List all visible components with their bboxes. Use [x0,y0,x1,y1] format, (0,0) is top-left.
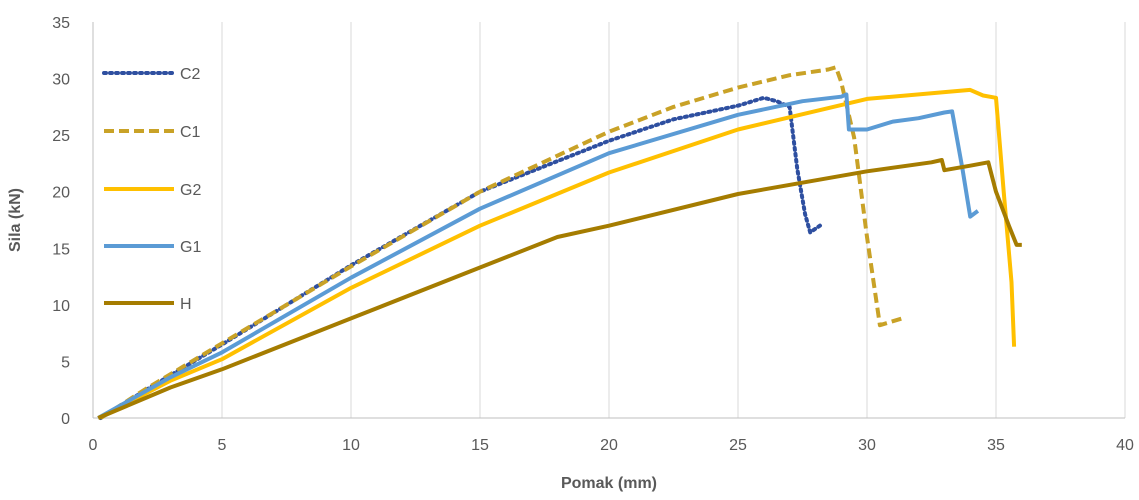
series-line-c2 [98,95,826,420]
y-tick-label: 35 [52,15,70,32]
series-line-c1 [99,65,907,420]
gridlines [221,22,1126,418]
x-tick-label: 30 [858,437,876,454]
legend-label-h: H [180,296,192,313]
series-line-g1 [97,92,980,420]
y-tick-label: 30 [52,72,70,89]
x-tick-label: 35 [987,437,1005,454]
y-tick-label: 0 [61,411,70,428]
legend-label-c1: C1 [180,124,201,141]
x-tick-label: 0 [89,437,98,454]
y-tick-labels: 0 5 10 15 20 25 30 35 [52,15,70,428]
series-lines [97,65,1022,420]
axes [92,22,1125,419]
x-tick-label: 20 [600,437,618,454]
x-tick-label: 25 [729,437,747,454]
y-tick-label: 20 [52,185,70,202]
x-tick-label: 10 [342,437,360,454]
legend-label-g2: G2 [180,182,201,199]
legend-label-c2: C2 [180,66,201,83]
x-axis-title: Pomak (mm) [561,475,657,492]
series-line-g2 [97,87,1017,420]
legend: C2 C1 G2 G1 H [102,66,201,313]
y-tick-label: 10 [52,298,70,315]
x-tick-label: 15 [471,437,489,454]
series-line-h [97,158,1022,420]
x-tick-labels: 0 5 10 15 20 25 30 35 40 [89,437,1134,454]
y-tick-label: 5 [61,354,70,371]
x-tick-label: 40 [1116,437,1134,454]
y-tick-label: 25 [52,128,70,145]
y-axis-title: Sila (kN) [7,188,24,252]
legend-label-g1: G1 [180,239,201,256]
y-tick-label: 15 [52,241,70,258]
x-tick-label: 5 [218,437,227,454]
